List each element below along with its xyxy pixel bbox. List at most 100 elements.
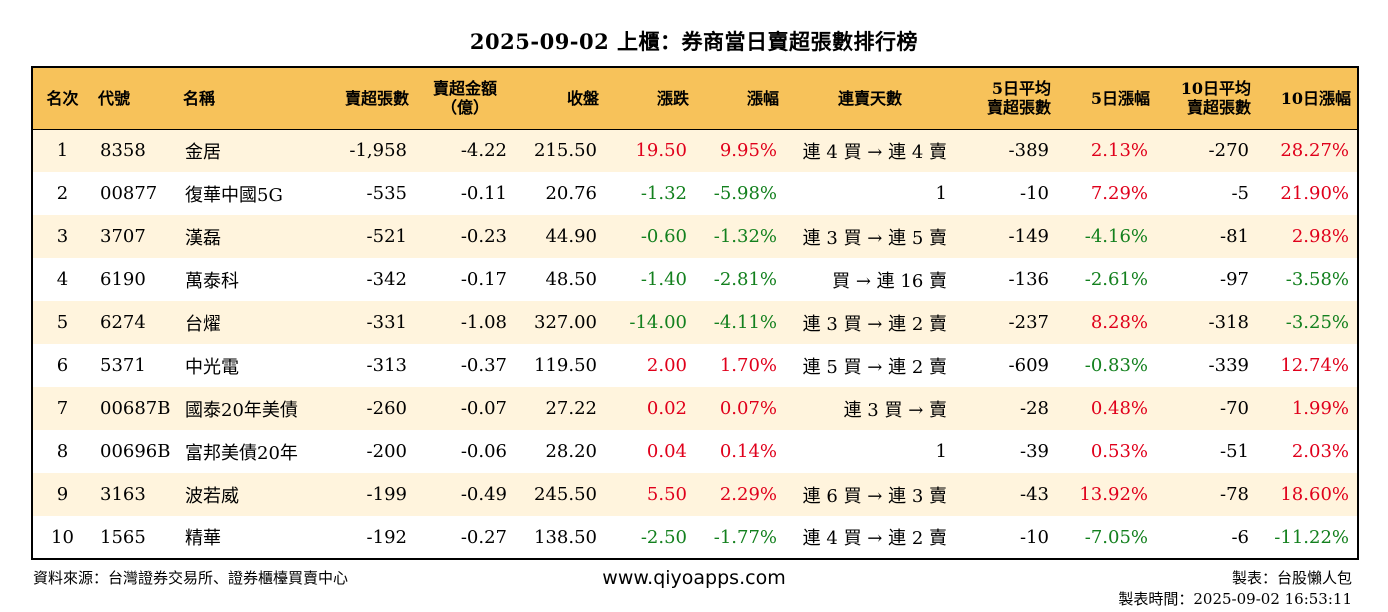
name-cell: 復華中國5G	[185, 184, 283, 206]
header-name: 名稱	[183, 88, 216, 108]
sell-lots-cell: -521	[366, 226, 407, 247]
change-cell: -1.40	[640, 269, 687, 290]
days-cell: 連 3 買 → 連 5 賣	[802, 227, 947, 249]
sell-lots-cell: -313	[366, 355, 407, 376]
sell-lots-cell: -200	[366, 441, 407, 462]
code-cell: 8358	[100, 140, 146, 162]
code-cell: 3707	[100, 226, 146, 247]
change-cell: 5.50	[646, 484, 687, 505]
sell-amount-cell: -0.27	[460, 526, 507, 548]
pct10-cell: 12.74%	[1280, 355, 1349, 376]
avg10-cell: -318	[1208, 312, 1249, 333]
rank-cell: 6	[56, 355, 69, 376]
days-cell: 連 5 買 → 連 2 賣	[802, 356, 947, 378]
data-source: 資料來源：台灣證券交易所、證券櫃檯買賣中心	[33, 569, 349, 587]
pct10-cell: -11.22%	[1274, 526, 1349, 548]
days-cell: 1	[935, 441, 947, 462]
website-link[interactable]: www.qiyoapps.com	[602, 567, 786, 589]
avg10-cell: -270	[1208, 140, 1249, 162]
avg5-cell: -39	[1020, 441, 1049, 462]
avg5-cell: -149	[1008, 226, 1049, 247]
close-cell: 48.50	[545, 269, 597, 290]
days-cell: 連 4 買 → 連 4 賣	[802, 141, 947, 163]
made-time: 製表時間：2025-09-02 16:53:11	[1118, 590, 1352, 608]
close-cell: 27.22	[545, 398, 597, 419]
sell-amount-cell: -0.17	[460, 269, 507, 290]
sell-amount-cell: -4.22	[460, 140, 507, 162]
header-close: 收盤	[566, 88, 599, 108]
change-cell: -2.50	[640, 526, 687, 548]
sell-amount-cell: -0.06	[460, 441, 507, 462]
avg5-cell: -43	[1020, 484, 1049, 505]
header-avg5: 5日平均 賣超張數	[986, 79, 1051, 118]
name-cell: 精華	[185, 528, 221, 549]
days-cell: 連 4 買 → 連 2 賣	[802, 528, 947, 549]
sell-lots-cell: -192	[366, 526, 407, 548]
change-cell: 0.04	[646, 441, 687, 462]
avg10-cell: -6	[1231, 526, 1249, 548]
pct10-cell: 2.03%	[1291, 441, 1349, 462]
days-cell: 1	[935, 183, 947, 204]
name-cell: 國泰20年美債	[185, 399, 298, 421]
pct-cell: 2.29%	[719, 484, 777, 505]
sell-amount-cell: -0.23	[460, 226, 507, 247]
sell-lots-cell: -1,958	[349, 140, 407, 162]
sell-lots-cell: -342	[366, 269, 407, 290]
pct10-cell: 18.60%	[1280, 484, 1349, 505]
avg5-cell: -136	[1008, 269, 1049, 290]
rank-cell: 7	[56, 398, 69, 419]
table-row: 9 3163 波若威 -199 -0.49 245.50 5.50 2.29% 連 6 買 → …	[32, 473, 1358, 516]
rank-cell: 2	[56, 183, 69, 204]
sell-amount-cell: -0.37	[460, 355, 507, 376]
code-cell: 3163	[100, 484, 146, 505]
header-code: 代號	[98, 88, 131, 108]
header-rank: 名次	[46, 88, 79, 108]
pct10-cell: 2.98%	[1291, 226, 1349, 247]
avg10-cell: -5	[1231, 183, 1249, 204]
rank-cell: 5	[56, 312, 69, 333]
header-change: 漲跌	[656, 88, 689, 108]
name-cell: 中光電	[185, 356, 239, 378]
days-cell: 買 → 連 16 賣	[832, 270, 947, 292]
avg5-cell: -10	[1020, 183, 1049, 204]
close-cell: 138.50	[534, 526, 597, 548]
sell-amount-cell: -0.49	[460, 484, 507, 505]
header-pct: 漲幅	[746, 88, 779, 108]
rank-cell: 3	[56, 226, 69, 247]
pct-cell: 0.14%	[719, 441, 777, 462]
header-avg10: 10日平均 賣超張數	[1180, 79, 1251, 118]
avg5-cell: -28	[1020, 398, 1049, 419]
close-cell: 44.90	[545, 226, 597, 247]
header-sell-amount: 賣超金額 （億）	[432, 79, 497, 118]
close-cell: 119.50	[534, 355, 597, 376]
pct-cell: 9.95%	[719, 140, 777, 162]
sell-amount-cell: -0.07	[460, 398, 507, 419]
avg10-cell: -70	[1220, 398, 1249, 419]
sell-lots-cell: -260	[366, 398, 407, 419]
header-sell-lots: 賣超張數	[344, 88, 409, 108]
avg10-cell: -51	[1220, 441, 1249, 462]
rank-cell: 8	[56, 441, 69, 462]
maker-credit: 製表：台股懶人包	[1231, 569, 1352, 587]
ranking-table: 名次 代號 名稱 賣超張數 賣超金額 （億） 收盤 漲跌 漲幅 連賣天數 5日平均…	[31, 66, 1359, 560]
pct-cell: 1.70%	[719, 355, 777, 376]
avg10-cell: -78	[1220, 484, 1249, 505]
code-cell: 00877	[100, 183, 158, 204]
name-cell: 金居	[185, 141, 221, 163]
name-cell: 波若威	[185, 485, 239, 507]
pct5-cell: 8.28%	[1090, 312, 1148, 333]
sell-amount-cell: -0.11	[460, 183, 507, 204]
header-pct10: 10日漲幅	[1280, 88, 1351, 108]
table-row: 10 1565 精華 -192 -0.27 138.50 -2.50 -1.77% 連 4 買 …	[32, 516, 1358, 559]
table-row: 5 6274 台燿 -331 -1.08 327.00 -14.00 -4.11% 連 3 買 …	[32, 301, 1358, 344]
days-cell: 連 3 買 → 連 2 賣	[802, 313, 947, 335]
change-cell: 2.00	[646, 355, 687, 376]
name-cell: 漢磊	[185, 227, 221, 249]
change-cell: 0.02	[646, 398, 687, 419]
pct5-cell: 7.29%	[1090, 183, 1148, 204]
table-row: 1 8358 金居 -1,958 -4.22 215.50 19.50 9.95% 連 4 買 …	[32, 129, 1358, 172]
pct-cell: -1.77%	[713, 526, 777, 548]
rank-cell: 9	[56, 484, 69, 505]
pct5-cell: 13.92%	[1079, 484, 1148, 505]
table-row: 2 00877 復華中國5G -535 -0.11 20.76 -1.32 -5.98% 1 -1…	[32, 172, 1358, 215]
